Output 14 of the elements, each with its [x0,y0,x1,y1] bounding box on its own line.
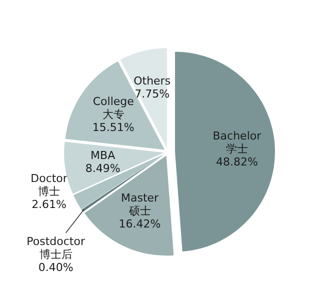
data-label: 48.82% [216,155,258,168]
slice-label: Master 硕士 [120,192,160,218]
data-label: 8.49% [85,162,120,175]
slice-label: College 大专 [92,94,134,121]
data-label: 0.40% [38,260,74,274]
data-label: 7.75% [134,87,170,100]
data-label: 16.42% [118,218,161,231]
slice-label: MBA [90,148,116,162]
slice-label: Bachelor 学士 [212,129,262,156]
slice-label: Postdoctor 博士后 [26,234,86,261]
slice-label: Others [134,74,171,88]
data-label: 2.61% [32,198,67,211]
data-label: 15.51% [92,120,134,134]
slice-label: Doctor 博士 [30,172,68,198]
